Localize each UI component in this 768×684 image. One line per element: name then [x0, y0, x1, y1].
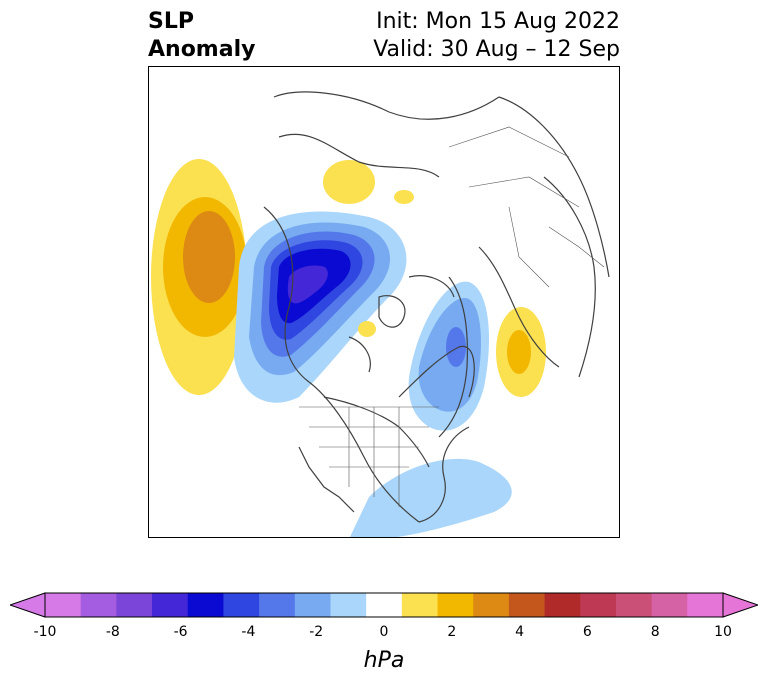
canada-low-anomaly — [234, 211, 407, 403]
colorbar-segments — [45, 593, 724, 617]
coastlines — [263, 91, 610, 523]
colorbar-tick-label: -6 — [173, 624, 188, 640]
colorbar-segment — [651, 593, 688, 617]
colorbar-segment — [687, 593, 724, 617]
colorbar-segment — [437, 593, 474, 617]
colorbar-over-extension — [722, 592, 758, 618]
colorbar-tick-label: 0 — [379, 624, 389, 640]
colorbar-unit-label: hPa — [363, 648, 405, 673]
colorbar-tick-label: -4 — [241, 624, 256, 640]
colorbar-segment — [294, 593, 331, 617]
colorbar-segment — [508, 593, 546, 617]
atlantic-low-anomaly — [349, 459, 512, 537]
colorbar-outline — [44, 592, 724, 618]
colorbar-segment — [366, 593, 403, 617]
colorbar-segment — [80, 593, 117, 617]
colorbar — [10, 592, 758, 618]
colorbar-tick-label: 6 — [582, 624, 592, 640]
colorbar-segment — [152, 593, 189, 617]
colorbar-segment — [401, 593, 439, 617]
init-date: Init: Mon 15 Aug 2022 — [376, 9, 620, 34]
colorbar-tick-label: 4 — [515, 624, 525, 640]
colorbar-tick-label: -10 — [33, 624, 57, 640]
arctic-high-anomaly — [358, 321, 376, 337]
colorbar-segment — [187, 593, 224, 617]
colorbar-tick-label: 8 — [650, 624, 660, 640]
map-canvas — [151, 91, 610, 537]
siberia-high-anomaly — [323, 160, 414, 204]
colorbar-tick-label: 2 — [447, 624, 457, 640]
colorbar-segment — [223, 593, 260, 617]
greenland-low-anomaly — [408, 281, 489, 431]
title-line-1: SLP — [148, 9, 194, 34]
map-title: SLP Anomaly — [148, 8, 255, 64]
colorbar-segment — [259, 593, 296, 617]
europe-high-anomaly — [496, 307, 546, 397]
colorbar-tick-label: -8 — [105, 624, 120, 640]
colorbar-segment — [580, 593, 617, 617]
colorbar-segment — [116, 593, 153, 617]
colorbar-tick-label: 10 — [714, 624, 732, 640]
colorbar-segment — [615, 593, 653, 617]
colorbar-segment — [45, 593, 82, 617]
colorbar-tick-label: -2 — [309, 624, 324, 640]
anomaly-map — [148, 66, 620, 538]
colorbar-under-extension — [10, 592, 46, 618]
valid-period: Valid: 30 Aug – 12 Sep — [373, 37, 620, 62]
title-line-2: Anomaly — [148, 37, 256, 62]
pacific-high-anomaly — [151, 159, 247, 395]
colorbar-segment — [544, 593, 581, 617]
political-borders — [299, 126, 605, 507]
forecast-dates: Init: Mon 15 Aug 2022 Valid: 30 Aug – 12… — [373, 8, 620, 64]
colorbar-segment — [330, 593, 367, 617]
colorbar-segment — [473, 593, 510, 617]
